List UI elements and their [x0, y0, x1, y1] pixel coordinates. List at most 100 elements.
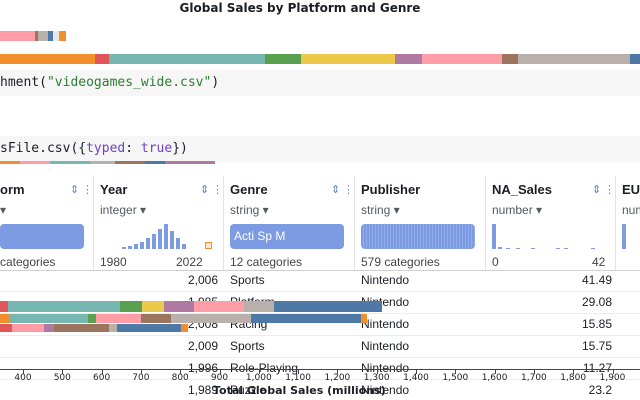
bar-segment	[251, 314, 361, 323]
histogram-bar	[564, 248, 568, 249]
category-chips: Acti Sp M	[234, 229, 286, 243]
histogram-bar	[622, 224, 626, 249]
table-row[interactable]: 1,989 Puzzle Nintendo 23.2	[0, 380, 640, 400]
cell-publisher: Nintendo	[361, 339, 410, 353]
summary-bar	[0, 224, 84, 249]
x-axis-tick-label: 1,400	[403, 373, 429, 383]
column-header-eu-sales[interactable]: EU_ num	[616, 176, 640, 270]
x-axis-tick-label: 1,200	[324, 373, 351, 383]
sort-icon[interactable]: ⇕	[200, 183, 210, 196]
column-header-na-sales[interactable]: NA_Sales ⇕ ⋮ number ▾ 0 42	[486, 176, 616, 270]
column-header-year[interactable]: Year ⇕ ⋮ integer ▾ 1980 2022	[94, 176, 224, 270]
bar-segment	[8, 301, 120, 312]
summary-max: 42	[592, 255, 606, 269]
bar-segment	[10, 314, 88, 323]
bar-segment	[0, 324, 12, 332]
chevron-down-icon[interactable]: ▾	[0, 203, 7, 217]
column-type: string ▾	[230, 203, 269, 217]
category-summary-bar: Acti Sp M	[230, 224, 344, 249]
bar-segment	[361, 314, 367, 323]
column-menu-icon[interactable]: ⋮	[82, 183, 93, 196]
cell-genre: Puzzle	[230, 383, 267, 397]
column-type: number ▾	[492, 203, 543, 217]
bar-segment	[0, 161, 20, 164]
overlay-bar-2	[0, 314, 367, 323]
x-axis-tick-label: 1,000	[245, 373, 272, 383]
bar-segment	[95, 54, 109, 64]
bar-segment	[141, 314, 171, 323]
histogram-bar	[140, 242, 144, 249]
bar-segment	[20, 161, 50, 164]
histogram-bar	[170, 231, 174, 249]
table-row[interactable]: 2,009 Sports Nintendo 15.75	[0, 336, 640, 358]
column-menu-icon[interactable]: ⋮	[212, 183, 223, 196]
bar-segment	[244, 301, 274, 312]
x-axis-tick	[62, 370, 64, 374]
histogram-bar	[122, 247, 126, 249]
x-axis-tick	[494, 370, 496, 374]
x-axis-tick	[416, 370, 417, 374]
histogram-bar	[506, 248, 510, 249]
x-axis-tick-label: 1,800	[560, 373, 587, 383]
column-header-platform[interactable]: orm ⇕ ⋮ ▾ categories	[0, 176, 94, 270]
histogram-bar	[152, 234, 156, 249]
bar-segment	[274, 301, 382, 312]
code-cell-2[interactable]	[0, 136, 640, 162]
x-axis-tick	[376, 370, 378, 374]
cell-publisher: Nintendo	[361, 317, 410, 331]
x-axis	[0, 369, 640, 370]
cell-publisher: Nintendo	[361, 383, 410, 397]
table-row[interactable]: 2,006 Sports Nintendo 41.49	[0, 270, 640, 292]
x-axis-tick-label: 400	[14, 373, 32, 383]
overlay-bar-1	[0, 301, 382, 312]
bar-segment	[96, 314, 141, 323]
sort-icon[interactable]: ⇕	[331, 183, 341, 196]
stacked-bar-mid	[0, 161, 215, 164]
summary-min: 0	[492, 255, 499, 269]
bar-segment	[395, 54, 422, 64]
sort-icon[interactable]: ⇕	[592, 183, 602, 196]
bar-segment	[165, 161, 215, 164]
x-axis-tick-label: 1,100	[285, 373, 311, 383]
bar-segment	[0, 314, 10, 323]
x-axis-tick	[533, 370, 535, 374]
bar-segment	[630, 54, 640, 64]
column-menu-icon[interactable]: ⋮	[604, 183, 615, 196]
column-name: EU_	[622, 182, 640, 197]
code-cell-1[interactable]	[0, 70, 640, 96]
code-line-2: sFile.csv({typed: true})	[0, 141, 188, 156]
histogram-bar	[516, 248, 520, 249]
cell-year: 2,009	[187, 339, 218, 353]
cell-year: 2,006	[187, 273, 218, 287]
x-axis-tick	[612, 370, 614, 374]
cell-na-sales: 29.08	[581, 295, 612, 309]
bar-segment	[53, 31, 59, 41]
summary-label: 12 categories	[230, 255, 303, 269]
sort-icon[interactable]: ⇕	[70, 183, 80, 196]
overlay-bar-3	[0, 324, 188, 332]
histogram-bar	[164, 224, 168, 249]
column-header-publisher[interactable]: Publisher string ▾ 579 categories	[355, 176, 486, 270]
column-header-genre[interactable]: Genre ⇕ ⋮ string ▾ Acti Sp M 12 categori…	[224, 176, 355, 270]
summary-min: 1980	[100, 255, 127, 269]
x-axis-tick	[258, 370, 260, 374]
x-axis-tick-label: 1,700	[521, 373, 547, 383]
x-axis-tick	[455, 370, 457, 374]
histogram-bar	[591, 248, 595, 249]
bar-segment	[0, 54, 95, 64]
column-menu-icon[interactable]: ⋮	[343, 183, 354, 196]
table-row[interactable]: 1,996 Role-Playing Nintendo 11.27	[0, 358, 640, 380]
cell-year: 1,989	[187, 383, 218, 397]
bar-segment	[54, 324, 109, 332]
histogram-bar	[182, 244, 186, 249]
category-summary-bar	[361, 224, 475, 249]
histogram-bar	[134, 244, 138, 249]
histogram-bar	[556, 248, 560, 249]
bar-segment	[38, 31, 48, 41]
histogram-bar	[128, 246, 132, 249]
cell-genre: Sports	[230, 273, 265, 287]
x-axis-tick	[23, 370, 24, 374]
x-axis-tick	[219, 370, 221, 374]
column-name: orm	[0, 182, 25, 197]
bar-segment	[109, 54, 265, 64]
